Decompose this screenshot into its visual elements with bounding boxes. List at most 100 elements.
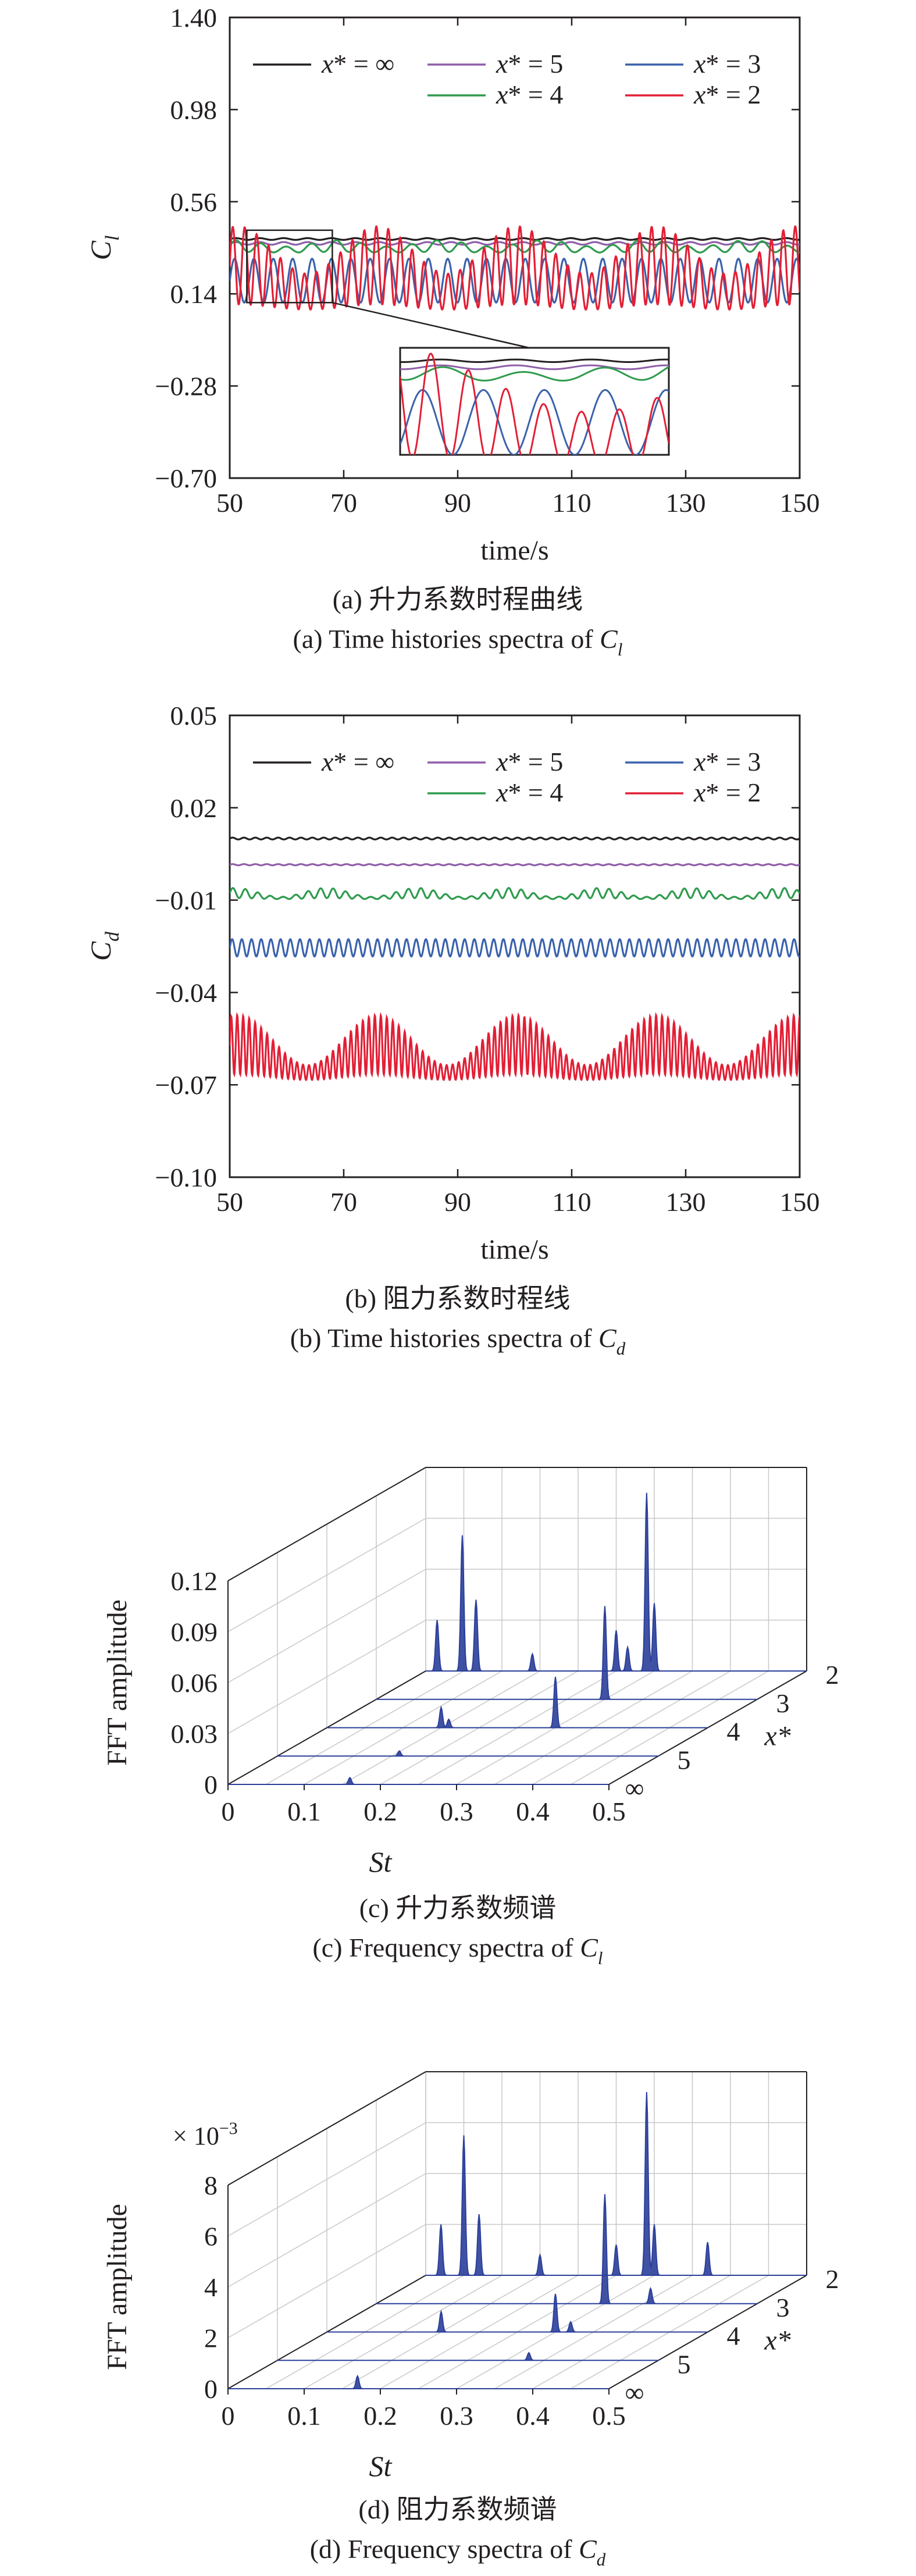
y-axis-label: Cl xyxy=(84,236,123,261)
spectrum-slice xyxy=(376,1606,758,1700)
z-tick-label: 8 xyxy=(204,2171,218,2200)
y-tick-label: 0.98 xyxy=(170,95,218,124)
series-line xyxy=(230,938,800,957)
slice-label: 3 xyxy=(776,2293,790,2322)
legend: x* = ∞ x* = 5 x* = 3 x* = 4 x* = 2 xyxy=(253,747,761,807)
caption-cn: (d) 阻力系数频谱 xyxy=(358,2495,557,2524)
x-tick-label: 0.4 xyxy=(516,1797,550,1826)
x-axis-label: St xyxy=(369,1845,393,1878)
z-tick-label: 0.03 xyxy=(171,1719,218,1749)
x-tick-label: 0.3 xyxy=(440,2401,473,2431)
y-tick-label: 0.56 xyxy=(170,187,218,217)
legend-label: x* = 2 xyxy=(693,80,761,109)
legend-label: x* = ∞ xyxy=(321,49,394,79)
x-tick-label: 150 xyxy=(780,1187,820,1217)
y-tick-label: −0.07 xyxy=(155,1070,217,1100)
inset-line xyxy=(400,364,669,370)
spectrum-slice xyxy=(426,1492,807,1672)
x-tick-label: 130 xyxy=(666,1187,706,1217)
legend-label: x* = 4 xyxy=(496,80,563,109)
y-tick-label: 1.40 xyxy=(170,3,218,33)
panel-a: 50 70 90 110 130 150 −0.70 −0.28 0.14 0.56 0.98 1.4… xyxy=(84,3,820,566)
x-tick-label: 0.1 xyxy=(287,1797,321,1826)
z-tick-label: 2 xyxy=(204,2324,218,2353)
legend-label: x* = 3 xyxy=(693,49,761,79)
caption-a: (a) 升力系数时程曲线 (a) Time histories spectra o… xyxy=(293,585,623,660)
legend-label: x* = 5 xyxy=(496,49,563,79)
caption-cn: (a) 升力系数时程曲线 xyxy=(333,585,583,614)
z-tick-label: 0 xyxy=(204,2374,218,2404)
y-tick-label: −0.10 xyxy=(155,1163,217,1192)
legend-label: x* = 5 xyxy=(496,747,563,776)
series-line xyxy=(230,239,800,254)
series-line xyxy=(230,863,800,867)
x-tick-label: 0 xyxy=(222,1797,235,1826)
caption-cn: (b) 阻力系数时程线 xyxy=(345,1284,570,1313)
caption-c: (c) 升力系数频谱 (c) Frequency spectra of Cl xyxy=(312,1893,603,1968)
x-tick-label: 90 xyxy=(444,1187,471,1217)
y-tick-label: 0.02 xyxy=(170,793,218,823)
y-tick-label: 0.14 xyxy=(170,279,218,309)
series-group xyxy=(230,836,800,1082)
y-tick-label: −0.28 xyxy=(155,372,217,401)
slice-label: 5 xyxy=(678,1745,691,1775)
x-tick-label: 110 xyxy=(552,488,591,518)
caption-en: (a) Time histories spectra of Cl xyxy=(293,624,623,660)
series-line xyxy=(230,1011,800,1082)
legend: x* = ∞ x* = 5 x* = 3 x* = 4 x* = 2 xyxy=(253,49,761,109)
x-tick-label: 50 xyxy=(216,1187,243,1217)
caption-cn: (c) 升力系数频谱 xyxy=(359,1893,557,1923)
x-tick-label: 0.2 xyxy=(363,1797,397,1826)
x-tick-label: 130 xyxy=(666,488,706,518)
slice-label: 3 xyxy=(776,1688,790,1718)
grid-line xyxy=(227,2224,426,2339)
depth-axis-label: x* xyxy=(764,2325,790,2356)
legend-label: x* = 2 xyxy=(693,778,761,807)
slice-label: 2 xyxy=(826,2264,839,2294)
grid-line xyxy=(227,1517,426,1633)
y-tick-label: −0.04 xyxy=(155,978,217,1007)
inset-series xyxy=(400,352,669,455)
spectrum-slice xyxy=(277,2351,659,2361)
series-group xyxy=(230,225,800,311)
axis-edge xyxy=(227,2071,426,2186)
x-tick-label: 0.5 xyxy=(592,2401,626,2431)
x-tick-label: 0.4 xyxy=(516,2401,550,2431)
legend-label: x* = 3 xyxy=(693,747,761,776)
inset-line xyxy=(400,358,669,363)
y-axis-label: FFT amplitude xyxy=(102,2204,133,2370)
z-tick-label: 0 xyxy=(204,1770,218,1800)
x-tick-label: 150 xyxy=(780,488,820,518)
grid-line xyxy=(227,2173,426,2288)
y-axis-label: Cd xyxy=(84,931,123,961)
panel-d: 2 3 4 5 ∞ x* 0 0.1 0.2 0.3 0.4 0.5 St 0 2 4 6 8 FFT amplit… xyxy=(102,2071,839,2482)
z-tick-label: 0.12 xyxy=(171,1566,218,1596)
z-tick-label: 0.06 xyxy=(171,1668,218,1698)
x-tick-label: 70 xyxy=(330,1187,357,1217)
caption-d: (d) 阻力系数频谱 (d) Frequency spectra of Cd xyxy=(310,2495,606,2570)
caption-en: (b) Time histories spectra of Cd xyxy=(290,1323,626,1359)
series-line xyxy=(230,225,800,311)
spectrum-slice xyxy=(327,1676,708,1729)
y-tick-label: −0.01 xyxy=(155,886,217,915)
grid-line xyxy=(227,2122,426,2237)
series-line xyxy=(230,237,800,241)
zoom-connector xyxy=(332,302,530,349)
plot-frame xyxy=(229,16,801,479)
slice-label: 4 xyxy=(727,1717,740,1747)
caption-en: (c) Frequency spectra of Cl xyxy=(312,1933,603,1968)
x-axis-label: St xyxy=(369,2450,393,2482)
x-tick-label: 0.2 xyxy=(363,2401,397,2431)
spectrum-slice xyxy=(277,1750,659,1757)
z-tick-label: 4 xyxy=(204,2272,218,2302)
x-tick-label: 0 xyxy=(222,2401,235,2431)
spectrum-slice xyxy=(426,2092,807,2276)
series-line xyxy=(230,836,800,840)
x-tick-label: 90 xyxy=(444,488,471,518)
caption-b: (b) 阻力系数时程线 (b) Time histories spectra of… xyxy=(290,1284,626,1359)
axis-edge xyxy=(227,1467,426,1581)
series-line xyxy=(230,887,800,900)
x-axis-label: time/s xyxy=(480,535,548,566)
y-axis-label: FFT amplitude xyxy=(102,1599,133,1766)
scale-note: × 10−3 xyxy=(173,2119,238,2150)
